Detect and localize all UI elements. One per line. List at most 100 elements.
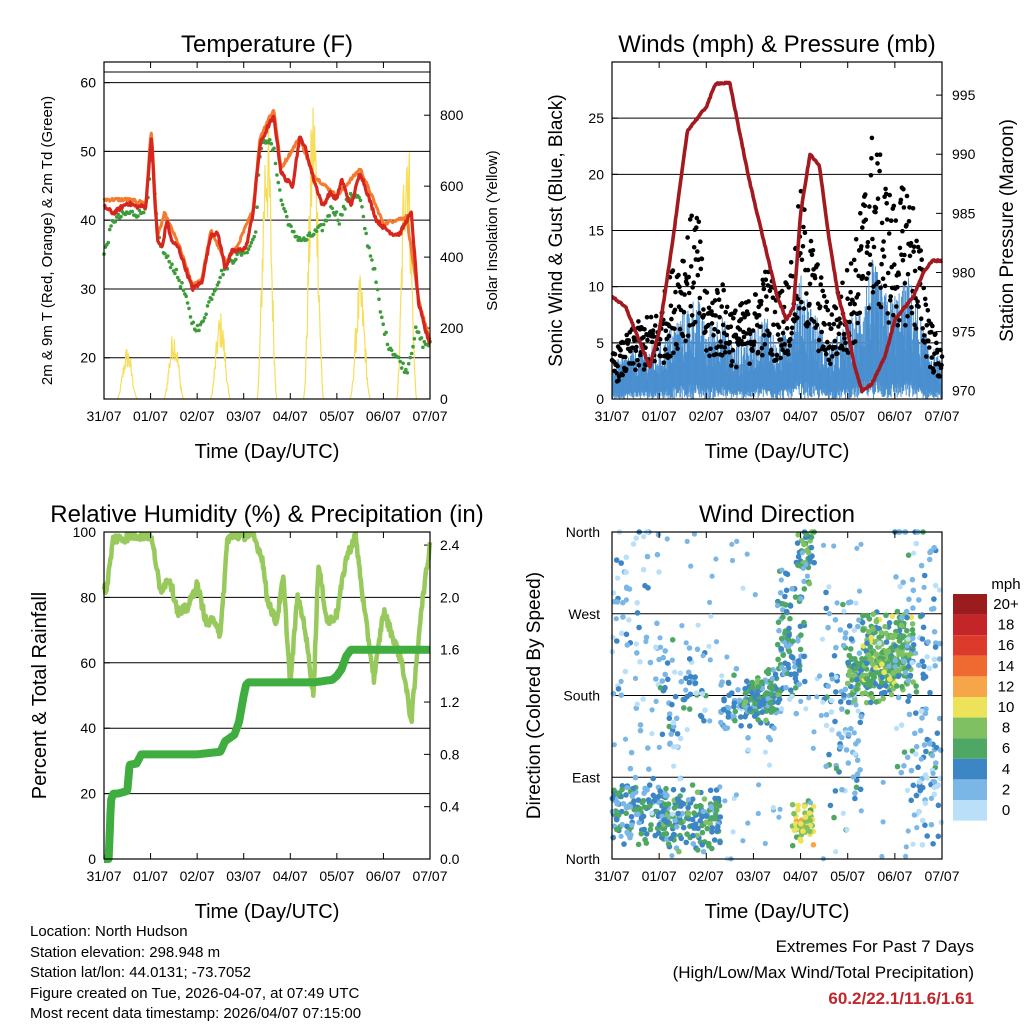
gust-point [888,294,893,299]
direction-point [640,696,646,702]
x-tick-label: 01/07 [133,868,168,884]
direction-point [686,679,693,686]
direction-point [742,690,749,697]
direction-point [669,701,675,708]
direction-point [762,840,768,847]
gust-point [699,256,705,262]
direction-point [713,639,720,645]
dewpoint-point [405,370,410,375]
direction-point [820,699,826,705]
direction-point [840,642,847,649]
gust-point [784,281,789,287]
direction-point [729,557,736,564]
direction-point [622,736,629,742]
direction-point [669,637,676,643]
gust-point [870,236,875,242]
dewpoint-point [401,361,405,366]
direction-point [828,697,835,704]
direction-point [699,822,705,829]
direction-point [745,820,751,826]
dewpoint-point [119,214,123,219]
gust-point [807,281,813,287]
direction-point [833,849,839,855]
direction-point [717,814,724,820]
figure-created: Figure created on Tue, 2026-04-07, at 07… [30,984,360,1002]
direction-point [795,802,801,809]
gust-point [720,322,726,328]
gust-point [897,318,902,323]
gust-point [648,314,654,320]
direction-point [793,710,800,717]
direction-point [777,806,783,812]
direction-point [913,650,919,656]
direction-point [719,679,725,685]
direction-point [893,574,899,580]
gust-point [729,363,734,368]
direction-point [645,745,651,751]
gust-point [832,338,838,344]
dewpoint-point [380,315,384,320]
direction-point [852,795,858,802]
direction-point [663,785,669,792]
gust-point [863,217,869,223]
direction-point [707,599,713,606]
legend-swatch [953,779,987,800]
direction-point [846,623,853,629]
direction-point [709,845,715,852]
direction-point [868,634,875,641]
dewpoint-point [184,294,188,299]
direction-point [873,618,880,624]
direction-point [823,605,830,612]
dewpoint-point [367,245,371,250]
direction-point [634,701,640,707]
direction-point [828,709,835,715]
dewpoint-point [188,315,193,319]
dewpoint-point [209,297,214,302]
solar-day-line [349,275,371,400]
direction-point [913,683,919,689]
y-right-axis-label: Station Pressure (Maroon) [997,119,1018,342]
chart-title: Temperature (F) [181,31,353,58]
direction-point [908,797,914,804]
direction-point [642,582,648,589]
direction-point [919,715,925,721]
gust-point [772,309,778,315]
direction-point [925,639,931,645]
direction-point [786,648,793,655]
direction-point [837,744,843,750]
direction-point [778,706,785,712]
direction-point [620,800,627,807]
x-tick-label: 07/07 [412,408,447,424]
direction-point [624,829,630,836]
gust-point [644,315,650,320]
gust-point [802,230,808,235]
gust-point [909,310,915,316]
dewpoint-point [137,208,142,213]
direction-point [787,615,793,622]
direction-point [707,820,713,827]
dewpoint-point [363,226,367,231]
direction-point [880,779,886,785]
direction-point [932,644,939,650]
gust-point [694,225,699,230]
gust-point [823,351,829,357]
direction-point [687,673,694,680]
gust-point [757,324,763,330]
direction-point [843,747,850,753]
direction-point [662,684,668,691]
direction-point [904,787,911,794]
direction-point [763,717,769,724]
direction-point [685,810,692,816]
y-tick-label: North [566,851,600,867]
direction-point [702,707,708,713]
gust-point [785,351,791,357]
dewpoint-point [130,209,135,214]
direction-point [842,635,848,641]
direction-point [731,672,737,678]
direction-point [858,541,864,547]
direction-point [613,616,619,622]
direction-point [659,731,666,738]
direction-point [848,636,855,642]
direction-point [876,640,883,646]
direction-point [829,676,835,682]
